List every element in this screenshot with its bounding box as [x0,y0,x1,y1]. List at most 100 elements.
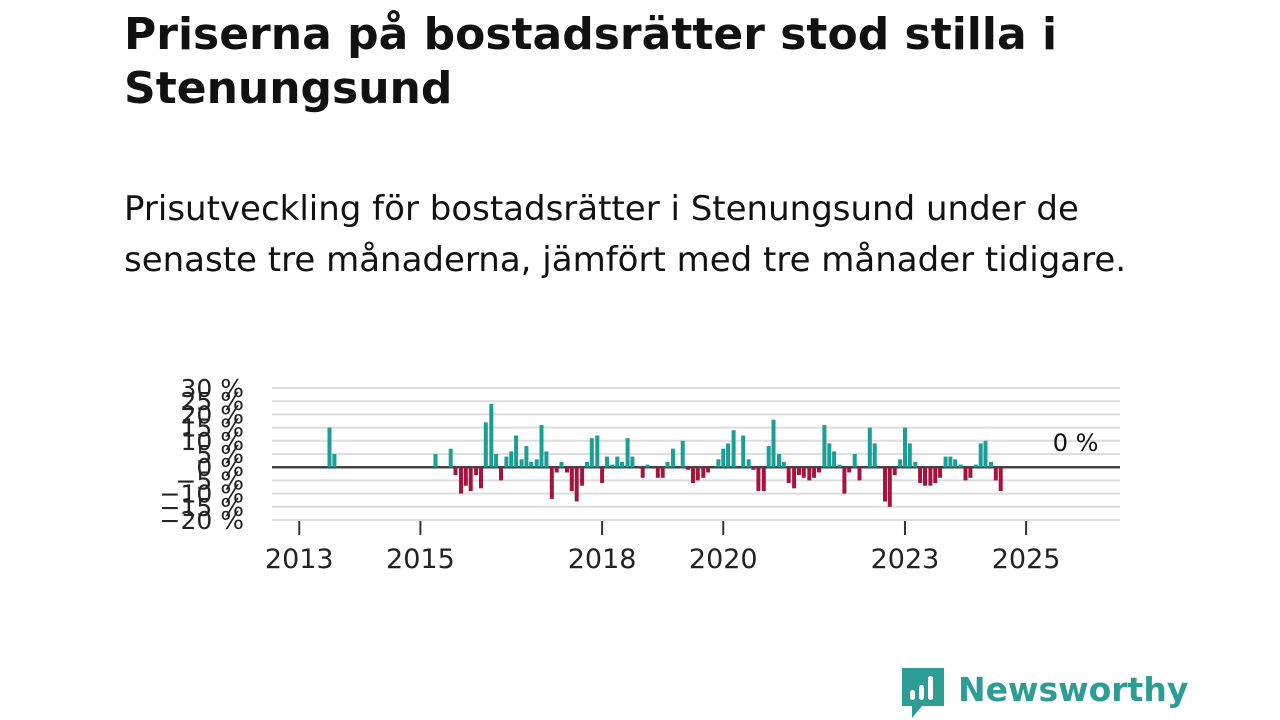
bar [474,467,479,476]
bar [468,467,473,491]
bar [741,435,746,468]
bar [777,454,781,468]
last-value-label: 0 % [1053,429,1099,457]
bar [645,464,650,468]
bar [786,467,791,483]
bar [832,451,837,468]
bar [827,443,832,468]
x-tick-label: 2023 [871,544,940,575]
y-tick-label: 5 % [196,440,244,469]
bar [509,451,514,468]
bar [807,467,812,481]
x-tick-label: 2018 [568,544,637,575]
bar [907,443,912,468]
y-tick-label: −5 % [175,466,244,495]
bar [943,456,948,468]
bar [529,461,534,468]
bar [817,467,821,473]
y-axis-ticks: 30 %25 %20 %15 %10 %5 %0 %−5 %−10 %−15 %… [160,374,244,535]
bar [993,467,998,481]
bar [580,467,585,486]
bar [327,427,332,468]
bar [453,467,458,476]
y-tick-label: −20 % [160,506,244,535]
bar [837,464,842,468]
bar [544,451,549,468]
x-tick-label: 2020 [689,544,758,575]
bar [539,425,544,468]
bar [605,456,609,468]
bar [695,467,700,481]
y-tick-label: 25 % [180,387,244,416]
bar [655,467,660,478]
bar [448,448,453,468]
bar [933,467,938,483]
bar [797,467,801,476]
bar [433,454,438,468]
bar [872,443,877,468]
bar [801,467,806,478]
bar [923,467,927,486]
bar [998,467,1003,491]
annotations: 0 % [1053,429,1099,457]
bar [989,461,993,468]
bar [630,456,635,468]
bar [766,446,771,468]
bar [928,467,933,486]
bar [883,467,887,502]
bar [534,459,539,468]
y-tick-label: −15 % [160,493,244,522]
bar [620,461,625,468]
bar [726,443,731,468]
bar [494,454,499,468]
bar [958,464,963,468]
bar [771,419,776,468]
bar [554,467,559,473]
x-tick-label: 2013 [265,544,334,575]
bar [857,467,862,481]
bar [898,459,903,468]
bar [852,454,857,468]
x-tick-label: 2015 [386,544,455,575]
newsworthy-logo-icon [902,668,944,718]
bar [938,467,943,478]
bar [701,467,706,478]
y-tick-label: 10 % [180,427,244,456]
bar [691,467,695,483]
bar [822,425,827,468]
bar [963,467,968,481]
bar [968,467,973,478]
bar [867,427,872,468]
bar [887,467,892,507]
bar [847,467,852,473]
bar [585,461,589,468]
bar [625,438,630,468]
chart-subtitle: Prisutveckling för bostadsrätter i Stenu… [124,189,1127,280]
x-tick-label: 2025 [992,544,1061,575]
bar [479,467,483,489]
bar [610,464,615,468]
bar [459,467,463,494]
price-change-bar-chart: 30 %25 %20 %15 %10 %5 %0 %−5 %−10 %−15 %… [160,374,1120,575]
y-tick-label: 30 % [180,374,244,403]
bar [913,461,918,468]
bar [983,440,988,468]
bar [746,459,751,468]
bar [574,467,579,502]
bar [660,467,665,478]
bars [327,403,1003,507]
bar [665,461,670,468]
brand-name: Newsworthy [958,670,1189,709]
y-tick-label: 0 % [196,453,244,482]
bar [463,467,468,486]
bar [519,459,524,468]
bar [973,464,978,468]
bar [680,440,685,468]
bar [615,456,620,468]
bar [903,427,907,468]
bar [812,467,817,478]
bar [892,467,897,476]
bar [918,467,923,483]
bar [565,467,569,473]
bar [761,467,766,491]
